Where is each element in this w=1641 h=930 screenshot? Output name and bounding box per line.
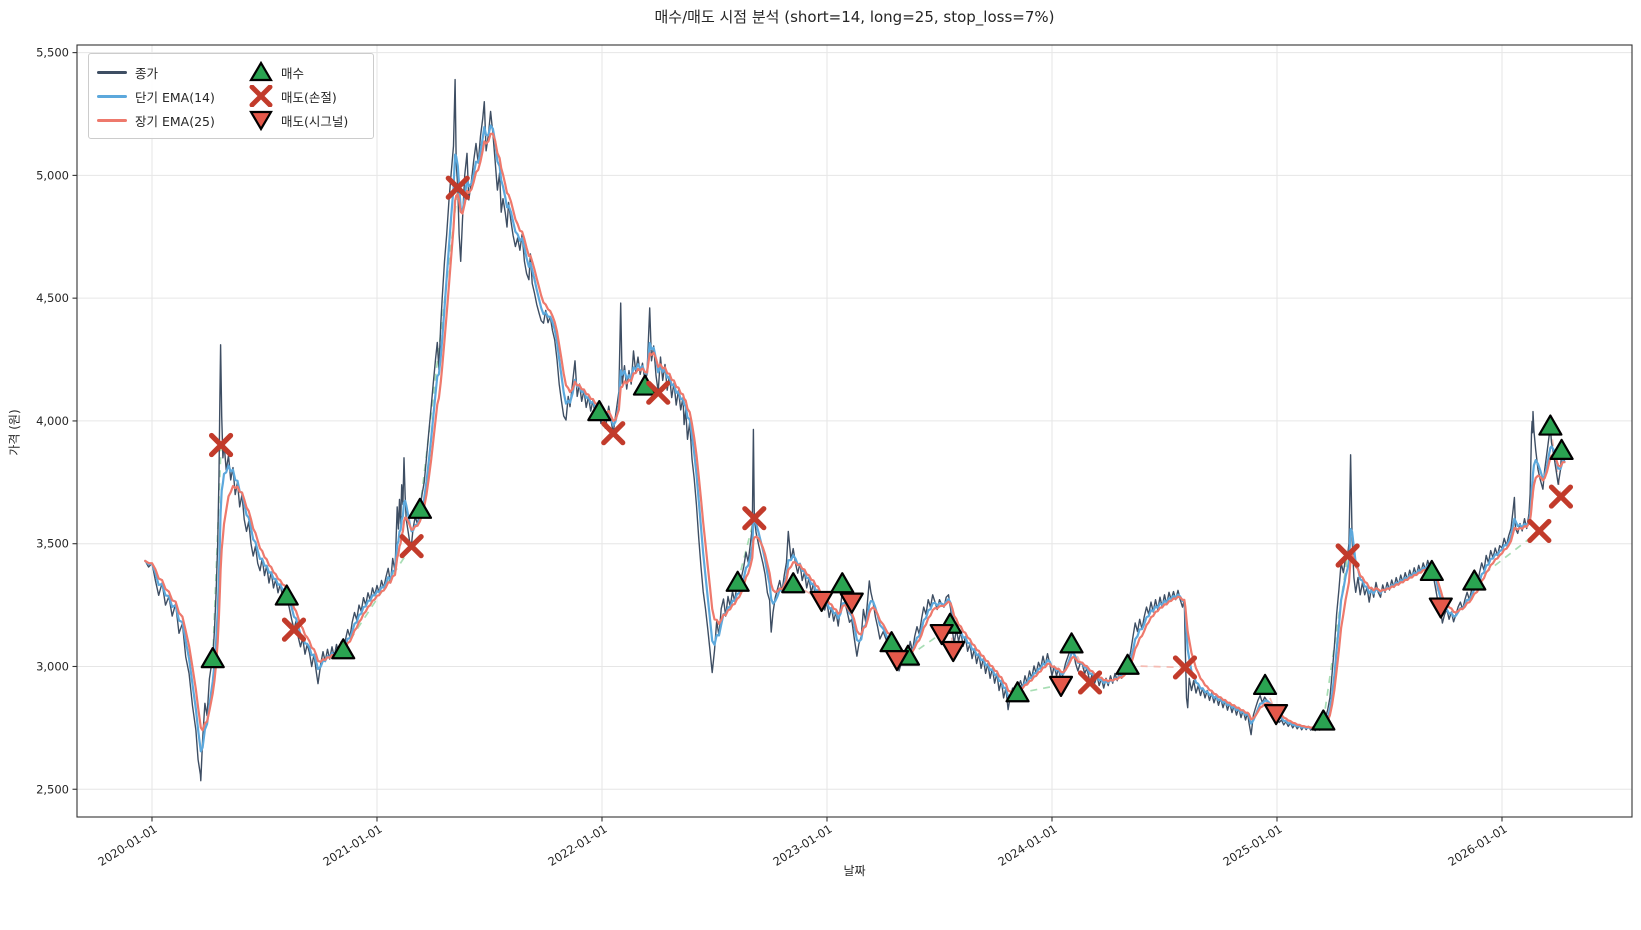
buy-marker: [1005, 681, 1030, 703]
y-tick-label: 3,000: [36, 659, 69, 673]
line-swatch-icon: [97, 70, 127, 74]
legend-item-label: 단기 EMA(14): [135, 89, 215, 105]
buy-marker: [1538, 414, 1563, 436]
x-cross-icon: [249, 85, 273, 107]
sell-stoploss-marker: [281, 617, 307, 642]
line-swatch-icon: [97, 118, 127, 122]
sell-signal-marker: [884, 650, 910, 672]
sell-signal-marker: [929, 623, 954, 646]
y-axis-label: 가격 (원): [7, 409, 22, 456]
buy-marker: [200, 647, 225, 669]
price-lines: [144, 78, 1566, 782]
sell-stoploss-marker: [1527, 518, 1552, 544]
sell-signal-marker: [1048, 675, 1074, 697]
sell-stoploss-marker: [208, 432, 234, 458]
buy-marker: [725, 570, 750, 592]
line-swatch-icon: [97, 94, 127, 98]
sell-stoploss-marker: [601, 421, 626, 446]
buy-marker: [274, 584, 299, 606]
legend-item-label: 종가: [135, 65, 159, 81]
short-ema-line: [144, 124, 1566, 753]
buy-marker: [1115, 653, 1140, 675]
legend-item-label: 장기 EMA(25): [135, 113, 215, 129]
buy-marker: [1419, 559, 1444, 582]
legend-item-label: 매수: [281, 65, 305, 81]
buy-marker: [1549, 438, 1574, 460]
legend-item-buy: 매수: [249, 60, 363, 84]
sell-stoploss-marker: [1077, 670, 1103, 695]
buy-marker: [830, 572, 855, 594]
chart-title: 매수/매도 시점 분석 (short=14, long=25, stop_los…: [654, 8, 1055, 26]
buy-marker: [781, 572, 806, 594]
legend-item-label: 매도(시그널): [281, 113, 349, 129]
buy-marker: [1311, 709, 1336, 731]
y-tick-label: 4,000: [36, 414, 69, 428]
sell-signal-marker: [941, 640, 966, 663]
buy-marker: [1252, 673, 1278, 695]
sell-stoploss-marker: [1335, 543, 1360, 568]
y-tick-label: 5,500: [36, 46, 69, 60]
sell-stoploss-marker: [1548, 484, 1574, 509]
legend-item-close: 종가: [97, 60, 249, 84]
y-tick-label: 4,500: [36, 291, 69, 305]
sell-stoploss-marker: [399, 534, 424, 559]
sell-signal-marker: [1263, 704, 1289, 726]
axes: 2020-01-01 2021-01-01 2022-01-01 2023-01-01…: [36, 44, 1633, 869]
buy-marker: [407, 497, 433, 519]
sell-signal-marker: [1428, 597, 1453, 619]
buy-marker: [1059, 632, 1084, 654]
y-tick-label: 5,000: [36, 168, 69, 182]
long-ema-line: [144, 132, 1566, 732]
buy-marker: [1462, 569, 1487, 591]
triangle-down-icon: [249, 110, 273, 131]
sell-stoploss-marker: [445, 175, 470, 200]
y-tick-label: 3,500: [36, 537, 69, 551]
legend-item-sell-signal: 매도(시그널): [249, 108, 363, 132]
x-axis-label: 날짜: [843, 864, 866, 878]
buy-marker: [331, 638, 356, 660]
legend-item-long-ema: 장기 EMA(25): [97, 108, 249, 132]
close-price-line: [144, 78, 1566, 782]
sell-stoploss-marker: [742, 506, 767, 531]
legend-item-label: 매도(손절): [281, 89, 337, 105]
triangle-up-icon: [249, 61, 273, 82]
legend-item-sell-stoploss: 매도(손절): [249, 84, 363, 108]
trade-markers: [200, 175, 1574, 731]
y-tick-label: 2,500: [36, 782, 69, 796]
sell-signal-marker: [809, 590, 834, 613]
sell-signal-marker: [839, 592, 864, 614]
grid-lines: [77, 45, 1632, 817]
legend-item-short-ema: 단기 EMA(14): [97, 84, 249, 108]
buy-marker: [587, 399, 612, 422]
sell-stoploss-marker: [1172, 655, 1198, 680]
sell-stoploss-marker: [646, 380, 671, 405]
